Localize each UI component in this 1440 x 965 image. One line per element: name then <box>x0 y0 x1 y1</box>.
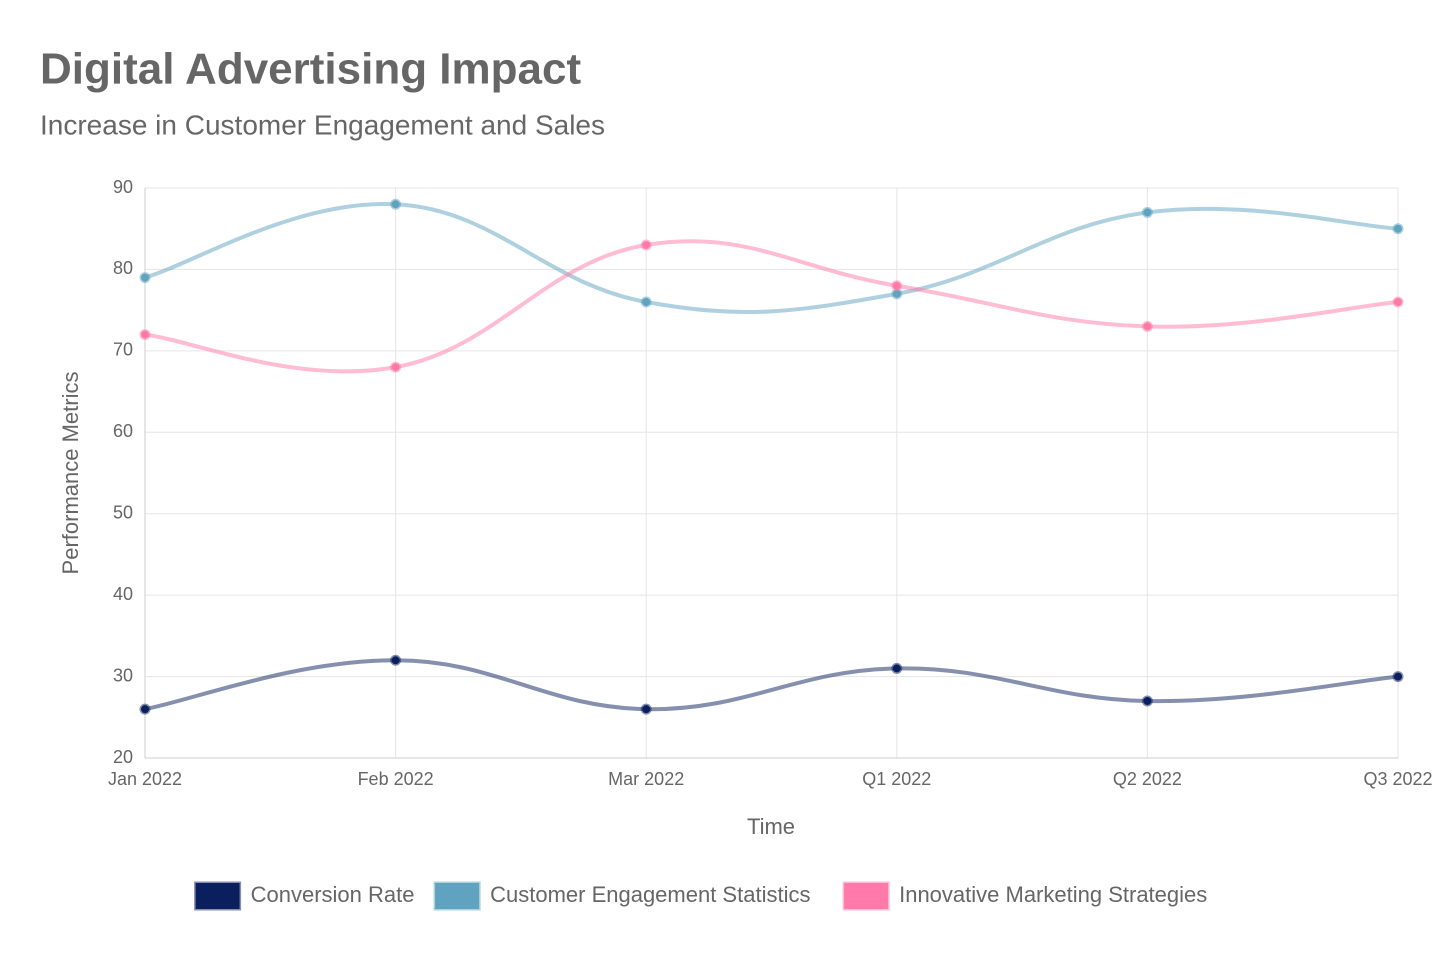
data-point <box>390 198 402 210</box>
data-point <box>640 703 652 715</box>
y-tick-label: 80 <box>113 258 133 278</box>
chart-subtitle: Increase in Customer Engagement and Sale… <box>40 109 605 140</box>
data-point <box>1141 695 1153 707</box>
data-point <box>1141 320 1153 332</box>
data-point <box>1392 296 1404 308</box>
x-tick-label: Q1 2022 <box>862 769 931 789</box>
legend-label: Conversion Rate <box>251 882 415 907</box>
legend-swatch <box>433 881 481 911</box>
series-line <box>144 202 1399 315</box>
data-point <box>1392 223 1404 235</box>
y-axis-title: Performance Metrics <box>58 372 83 575</box>
y-tick-label: 30 <box>113 665 133 685</box>
legend-swatch <box>194 881 242 911</box>
chart-title: Digital Advertising Impact <box>40 45 581 94</box>
x-tick-label: Feb 2022 <box>358 769 434 789</box>
data-point <box>139 272 151 284</box>
legend-label: Innovative Marketing Strategies <box>899 882 1207 907</box>
data-point <box>139 703 151 715</box>
x-tick-label: Mar 2022 <box>608 769 684 789</box>
y-tick-label: 60 <box>113 421 133 441</box>
series-line <box>144 239 1399 374</box>
x-tick-label: Q3 2022 <box>1363 769 1432 789</box>
y-tick-label: 50 <box>113 502 133 522</box>
y-tick-label: 90 <box>113 177 133 197</box>
y-tick-label: 70 <box>113 340 133 360</box>
data-point <box>640 296 652 308</box>
data-point <box>139 329 151 341</box>
y-tick-label: 40 <box>113 584 133 604</box>
x-axis-title: Time <box>747 814 795 839</box>
legend-label: Customer Engagement Statistics <box>490 882 810 907</box>
data-point <box>1392 671 1404 683</box>
x-tick-label: Jan 2022 <box>108 769 182 789</box>
series-line <box>144 658 1399 712</box>
data-point <box>1141 206 1153 218</box>
data-point <box>640 239 652 251</box>
y-tick-label: 20 <box>113 747 133 767</box>
data-point <box>891 280 903 292</box>
legend-swatch <box>842 881 890 911</box>
data-point <box>390 361 402 373</box>
x-tick-label: Q2 2022 <box>1113 769 1182 789</box>
data-point <box>891 662 903 674</box>
data-point <box>390 654 402 666</box>
